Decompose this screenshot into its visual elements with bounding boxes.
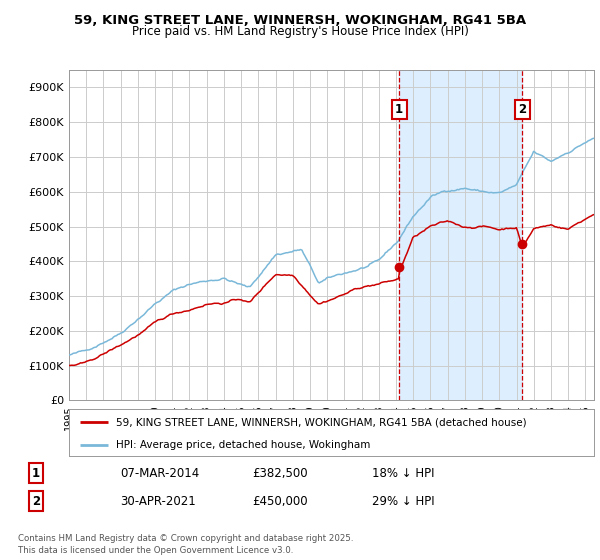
Text: 59, KING STREET LANE, WINNERSH, WOKINGHAM, RG41 5BA: 59, KING STREET LANE, WINNERSH, WOKINGHA… <box>74 14 526 27</box>
Text: 59, KING STREET LANE, WINNERSH, WOKINGHAM, RG41 5BA (detached house): 59, KING STREET LANE, WINNERSH, WOKINGHA… <box>116 417 527 427</box>
Text: 30-APR-2021: 30-APR-2021 <box>120 494 196 508</box>
Text: Price paid vs. HM Land Registry's House Price Index (HPI): Price paid vs. HM Land Registry's House … <box>131 25 469 39</box>
Text: 1: 1 <box>395 103 403 116</box>
Text: 29% ↓ HPI: 29% ↓ HPI <box>372 494 434 508</box>
Bar <box>399 70 522 400</box>
Text: 2: 2 <box>32 494 40 508</box>
Text: £450,000: £450,000 <box>252 494 308 508</box>
Text: £382,500: £382,500 <box>252 466 308 480</box>
Text: 18% ↓ HPI: 18% ↓ HPI <box>372 466 434 480</box>
Text: 07-MAR-2014: 07-MAR-2014 <box>120 466 199 480</box>
Text: 2: 2 <box>518 103 526 116</box>
Text: Contains HM Land Registry data © Crown copyright and database right 2025.
This d: Contains HM Land Registry data © Crown c… <box>18 534 353 555</box>
Text: 1: 1 <box>32 466 40 480</box>
Text: HPI: Average price, detached house, Wokingham: HPI: Average price, detached house, Woki… <box>116 440 371 450</box>
